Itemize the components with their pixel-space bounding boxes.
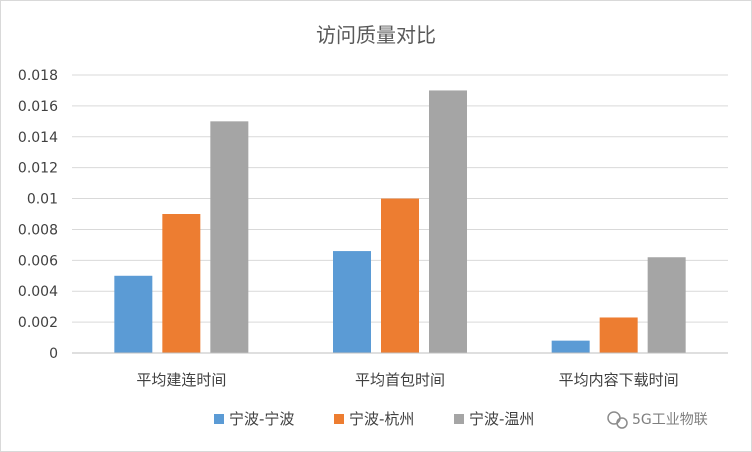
bar [162,214,201,353]
bar [210,121,249,353]
legend-swatch [214,414,224,424]
y-tick-label: 0.006 [18,253,58,269]
bar [381,198,419,353]
legend-label: 宁波-杭州 [349,410,414,428]
y-tick-label: 0.008 [18,222,58,238]
legend-label: 宁波-温州 [469,410,534,428]
x-axis: 平均建连时间 平均首包时间 平均内容下载时间 [72,352,728,389]
bar [551,340,590,353]
legend-swatch [454,414,464,424]
watermark: 5G工业物联 [607,411,708,429]
x-category-label: 平均首包时间 [355,371,445,389]
legend-swatch [334,414,344,424]
legend: 宁波-宁波 宁波-杭州 宁波-温州 [214,410,534,428]
y-tick-label: 0.004 [18,284,58,300]
y-tick-label: 0.016 [18,99,58,115]
legend-label: 宁波-宁波 [229,410,294,428]
y-tick-label: 0.014 [18,130,58,146]
y-tick-label: 0.012 [18,161,58,177]
wechat-icon [607,411,628,429]
y-tick-label: 0.002 [18,315,58,331]
bar [114,275,153,353]
y-tick-label: 0.01 [27,192,58,208]
bar [333,251,371,353]
y-tick-label: 0.018 [18,68,58,84]
chart-title: 访问质量对比 [316,23,436,47]
bars [114,90,686,353]
bar [647,257,686,353]
y-axis-ticks: 0 0.002 0.004 0.006 0.008 0.01 0.012 0.014 0.016… [18,68,58,362]
x-category-label: 平均内容下载时间 [559,371,679,389]
x-category-label: 平均建连时间 [136,371,226,389]
y-tick-label: 0 [49,346,58,362]
bar [429,90,467,353]
bar [599,317,638,353]
watermark-text: 5G工业物联 [632,412,708,428]
